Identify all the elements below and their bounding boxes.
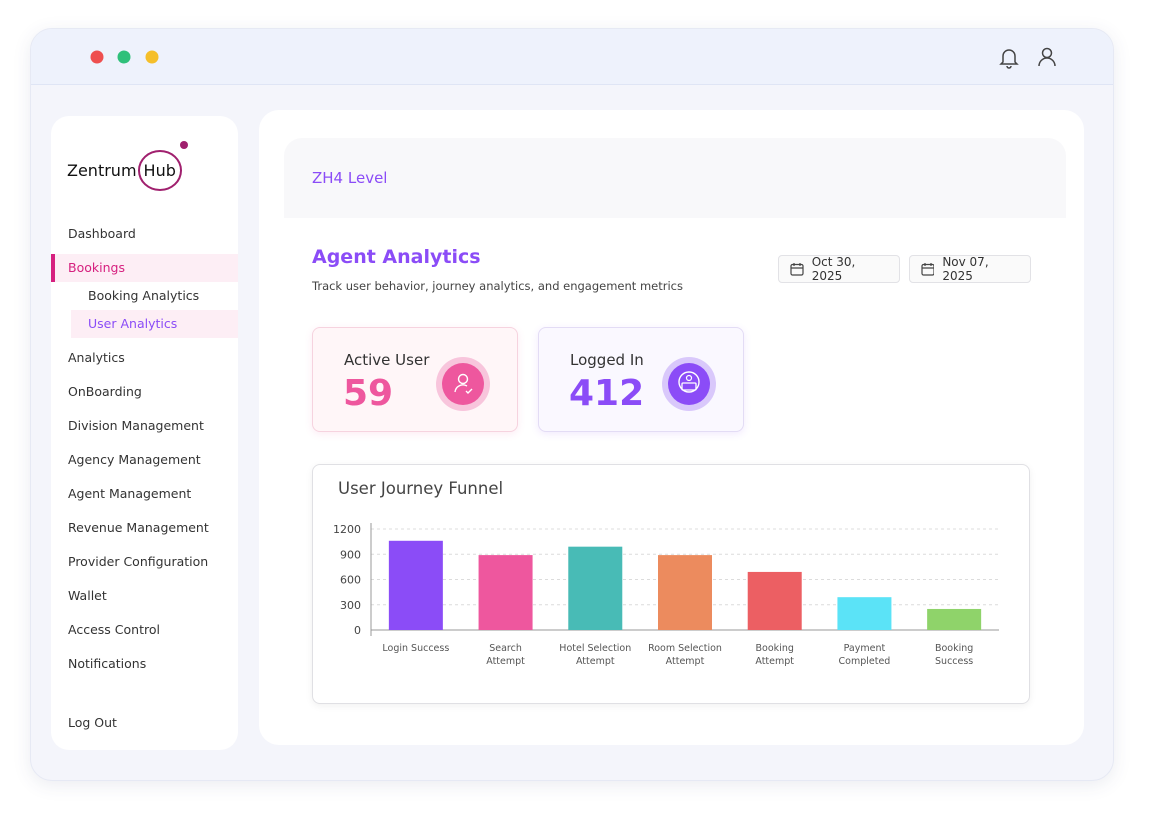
nav-item[interactable]: Wallet bbox=[68, 588, 107, 603]
x-tick-label: Hotel Selection Attempt bbox=[559, 643, 632, 667]
logo: Zentrum Hub bbox=[67, 150, 182, 191]
nav-subitem[interactable]: User Analytics bbox=[88, 316, 178, 331]
bar bbox=[568, 546, 623, 630]
chart: User Journey Funnel 0 300 600 900 1200 bbox=[333, 479, 999, 637]
nav-item[interactable]: Dashboard bbox=[68, 226, 136, 241]
calendar-icon bbox=[921, 263, 935, 276]
y-tick-label: 0 bbox=[354, 624, 361, 637]
logout[interactable]: Log Out bbox=[68, 715, 117, 730]
stat-card: Active User 59 bbox=[312, 327, 518, 432]
stat-value: 412 bbox=[569, 373, 645, 414]
bar bbox=[478, 555, 533, 630]
chart-title: User Journey Funnel bbox=[338, 479, 503, 498]
nav-item[interactable]: Agent Management bbox=[68, 486, 192, 501]
y-tick-label: 1200 bbox=[333, 523, 361, 536]
section-subtitle: Track user behavior, journey analytics, … bbox=[312, 279, 683, 293]
date-picker[interactable]: Oct 30, 2025 bbox=[778, 255, 900, 283]
bar bbox=[927, 608, 982, 630]
x-tick-label: Room Selection Attempt bbox=[648, 643, 722, 667]
x-tick-label: Booking Attempt bbox=[755, 643, 795, 667]
chart-card: User Journey Funnel 0 300 600 900 1200 Login… bbox=[312, 464, 1030, 704]
nav-item[interactable]: Provider Configuration bbox=[68, 554, 209, 569]
stat-card: Logged In 412 bbox=[538, 327, 744, 432]
nav-item[interactable]: OnBoarding bbox=[68, 384, 142, 399]
x-tick-label: Payment Completed bbox=[838, 643, 891, 667]
stat-icon bbox=[436, 357, 490, 411]
bell-icon[interactable] bbox=[997, 45, 1021, 69]
logo-text: Zentrum bbox=[67, 161, 137, 180]
nav-item[interactable]: Revenue Management bbox=[68, 520, 209, 535]
header: ZH4 Level bbox=[284, 138, 1066, 218]
stat-icon bbox=[662, 357, 716, 411]
bar bbox=[747, 571, 802, 630]
nav-subitem[interactable]: Booking Analytics bbox=[88, 288, 200, 303]
header-title: ZH4 Level bbox=[312, 169, 388, 187]
stat-label: Logged In bbox=[570, 351, 644, 369]
bar bbox=[837, 597, 892, 630]
logo-suffix: Hub bbox=[137, 150, 182, 191]
y-tick-label: 900 bbox=[340, 548, 361, 561]
nav-active-bar bbox=[51, 254, 55, 282]
sidebar: Zentrum Hub Dashboard Bookings Booking An… bbox=[51, 116, 238, 750]
date-text: Oct 30, 2025 bbox=[811, 255, 856, 283]
top-bar bbox=[31, 29, 1113, 85]
x-tick-label: Booking Success bbox=[934, 643, 974, 667]
stat-value: 59 bbox=[343, 373, 394, 414]
bar bbox=[658, 555, 712, 630]
nav-item[interactable]: Bookings bbox=[68, 260, 125, 275]
calendar-icon bbox=[790, 263, 804, 276]
nav-item[interactable]: Access Control bbox=[68, 622, 160, 637]
y-tick-label: 300 bbox=[340, 599, 361, 612]
nav-active-bg bbox=[51, 254, 238, 282]
logo-dot bbox=[180, 141, 188, 149]
main-panel: ZH4 Level Agent Analytics Track user beh… bbox=[259, 110, 1084, 745]
bar bbox=[388, 540, 443, 630]
nav-item[interactable]: Notifications bbox=[68, 656, 147, 671]
nav-item[interactable]: Analytics bbox=[68, 350, 125, 365]
date-picker[interactable]: Nov 07, 2025 bbox=[909, 255, 1031, 283]
stat-label: Active User bbox=[344, 351, 430, 369]
x-tick-label: Search Attempt bbox=[486, 643, 525, 667]
x-tick-label: Login Success bbox=[382, 643, 450, 654]
nav-sub-active-bg bbox=[71, 310, 238, 338]
user-icon[interactable] bbox=[1035, 45, 1059, 69]
y-tick-label: 600 bbox=[340, 574, 361, 587]
nav-item[interactable]: Division Management bbox=[68, 418, 204, 433]
section-title: Agent Analytics bbox=[312, 246, 481, 268]
date-text: Nov 07, 2025 bbox=[942, 255, 989, 283]
nav-item[interactable]: Agency Management bbox=[68, 452, 201, 467]
window-controls bbox=[90, 50, 159, 64]
